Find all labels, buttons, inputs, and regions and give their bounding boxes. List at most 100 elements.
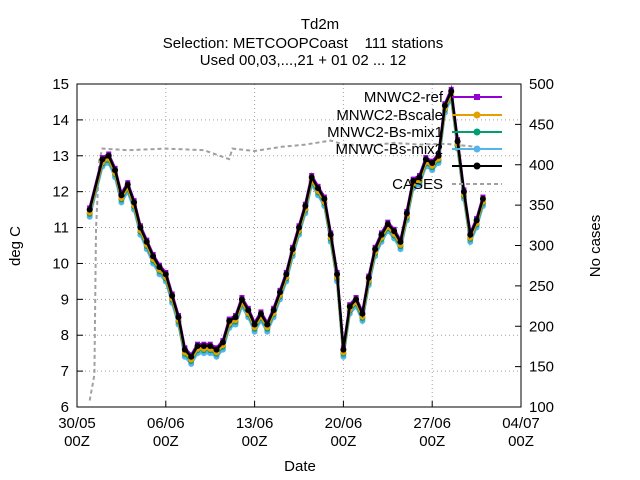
x-tick-label: 20/06 xyxy=(325,415,363,432)
series-point xyxy=(150,253,157,260)
series-point xyxy=(226,317,233,324)
x-tick-label: 27/06 xyxy=(413,415,451,432)
series-point xyxy=(276,289,283,296)
series-point xyxy=(391,228,398,235)
series-point xyxy=(327,231,334,238)
x-tick-label: 00Z xyxy=(419,433,445,450)
x-tick-label: 00Z xyxy=(242,433,268,450)
chart-title: Td2m xyxy=(301,16,339,33)
series-point xyxy=(422,156,429,163)
chart-subtitle: Selection: METCOOPCoast 111 stations xyxy=(163,35,443,52)
series-point xyxy=(308,174,315,181)
y-tick-label: 6 xyxy=(61,399,69,416)
legend-marker xyxy=(473,145,481,153)
legend-marker xyxy=(474,94,480,100)
x-tick-label: 04/07 xyxy=(502,415,540,432)
y2-tick-label: 300 xyxy=(529,238,554,255)
y-tick-label: 12 xyxy=(52,184,69,201)
series-point xyxy=(169,292,176,299)
series-point xyxy=(137,224,144,231)
series-point xyxy=(403,210,410,217)
legend-label: MNWC-Bs-mix2 xyxy=(336,141,443,158)
series-point xyxy=(473,217,480,224)
legend-label: MNWC2-ref xyxy=(364,89,444,106)
series-point xyxy=(118,192,125,199)
series-point xyxy=(365,274,372,281)
series-point xyxy=(194,342,201,349)
y2-tick-label: 250 xyxy=(529,278,554,295)
y-tick-label: 9 xyxy=(61,291,69,308)
y2-tick-label: 100 xyxy=(529,399,554,416)
y2-tick-label: 500 xyxy=(529,76,554,93)
series-point xyxy=(181,346,188,353)
y-tick-label: 13 xyxy=(52,148,69,165)
series-point xyxy=(238,296,245,303)
series-point xyxy=(188,353,195,360)
legend-entry: MNWC-Bs-mix2 xyxy=(336,141,502,158)
legend-entry: CASES xyxy=(392,176,502,193)
y2-tick-label: 400 xyxy=(529,157,554,174)
series-point xyxy=(315,185,322,192)
legend-marker xyxy=(473,111,481,119)
y-tick-label: 7 xyxy=(61,363,69,380)
series-point xyxy=(156,264,163,271)
series-point xyxy=(245,307,252,314)
x-tick-label: 06/06 xyxy=(147,415,185,432)
legend-entry: MNWC2-ref xyxy=(364,89,502,106)
series-point xyxy=(86,206,93,213)
series-point xyxy=(378,231,385,238)
series-point xyxy=(302,203,309,210)
legend-entry xyxy=(452,162,502,170)
series-point xyxy=(435,152,442,159)
series-point xyxy=(460,188,467,195)
x-tick-label: 30/05 xyxy=(58,415,96,432)
series-point xyxy=(143,238,150,245)
legend: MNWC2-refMNWC2-BscaleMNWC2-Bs-mix1MNWC-B… xyxy=(327,89,502,193)
series-point xyxy=(448,88,455,95)
legend-label: MNWC2-Bscale xyxy=(336,107,443,124)
legend-label: CASES xyxy=(392,176,443,193)
series-point xyxy=(340,346,347,353)
series-point xyxy=(441,102,448,109)
series-point xyxy=(479,195,486,202)
series-point xyxy=(232,314,239,321)
series-point xyxy=(384,220,391,227)
y-tick-label: 14 xyxy=(52,112,69,129)
series-unnamed xyxy=(86,86,486,360)
x-tick-label: 00Z xyxy=(508,433,534,450)
x-tick-label: 00Z xyxy=(330,433,356,450)
y2-tick-label: 150 xyxy=(529,359,554,376)
series-point xyxy=(257,310,264,317)
series-point xyxy=(397,238,404,245)
axis-layer: 6 7 8 9 10 11 12 13 14 15 100 150 200 250 300 350 400 450… xyxy=(52,76,554,450)
series-point xyxy=(353,296,360,303)
y-tick-label: 8 xyxy=(61,327,69,344)
series-point xyxy=(219,339,226,346)
series-point xyxy=(454,138,461,145)
series-point xyxy=(112,167,119,174)
series-point xyxy=(359,310,366,317)
series-point xyxy=(321,195,328,202)
chart-subtitle-2: Used 00,03,...,21 + 01 02 ... 12 xyxy=(200,52,406,69)
cases-line xyxy=(88,139,484,401)
series-point xyxy=(410,177,417,184)
series-point xyxy=(429,159,436,166)
y-tick-label: 15 xyxy=(52,76,69,93)
series-point xyxy=(296,224,302,231)
series-point xyxy=(175,314,182,321)
legend-label: MNWC2-Bs-mix1 xyxy=(327,124,443,141)
series-point xyxy=(289,246,296,253)
series-point xyxy=(264,321,271,328)
legend-entry: MNWC2-Bs-mix1 xyxy=(327,124,502,141)
x-axis-label: Date xyxy=(284,458,316,475)
series-point xyxy=(467,231,474,238)
legend-entry: MNWC2-Bscale xyxy=(336,107,502,124)
y2-tick-label: 200 xyxy=(529,318,554,335)
series-point xyxy=(416,174,423,181)
series-layer xyxy=(86,84,486,367)
series-point xyxy=(283,271,290,278)
series-point xyxy=(346,303,353,310)
series-point xyxy=(270,307,277,314)
y2-axis-label: No cases xyxy=(587,215,604,278)
